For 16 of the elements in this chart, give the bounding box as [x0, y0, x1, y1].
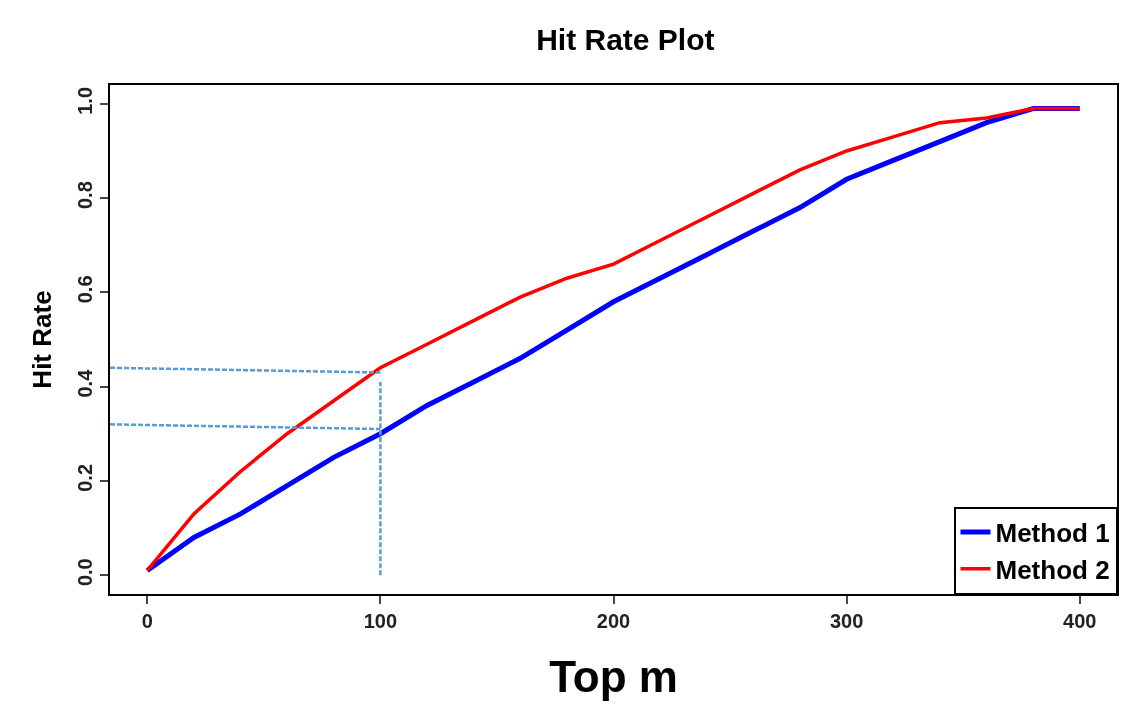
- y-tick-label: 0.4: [74, 368, 97, 398]
- x-tick-label: 400: [1063, 609, 1097, 632]
- y-axis-title: Hit Rate: [27, 290, 58, 389]
- y-tick-label: 0.6: [74, 275, 97, 304]
- x-tick-label: 0: [141, 609, 153, 632]
- y-tick-label: 0.0: [74, 558, 97, 587]
- y-tick-label: 0.8: [74, 181, 97, 210]
- x-tick-label: 300: [829, 609, 864, 632]
- x-tick-label: 100: [363, 609, 398, 632]
- y-tick-label: 0.2: [74, 463, 97, 492]
- x-axis-title: Top m: [549, 651, 678, 701]
- legend-label: Method 2: [995, 554, 1110, 585]
- y-tick-label: 1.0: [74, 86, 97, 115]
- x-tick-label: 200: [596, 609, 631, 632]
- chart-title: Hit Rate Plot: [536, 22, 715, 56]
- legend-label: Method 1: [995, 518, 1110, 549]
